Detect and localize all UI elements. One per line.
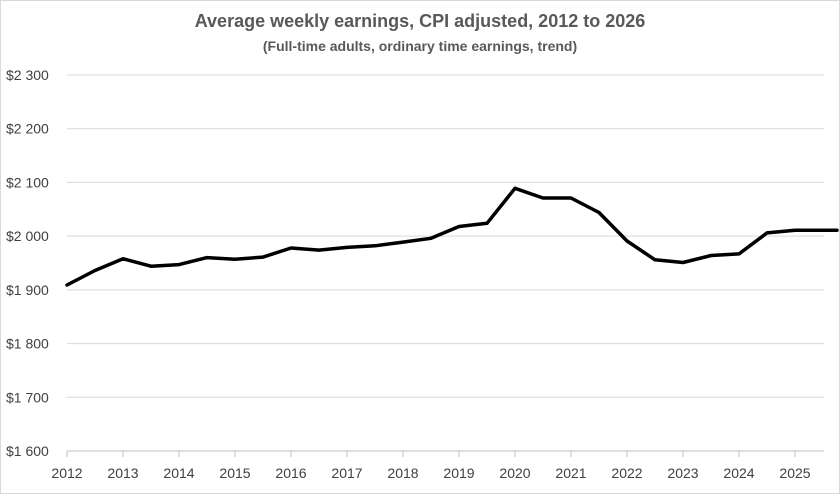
x-tick-label: 2023 (667, 465, 698, 481)
x-axis: 2012 2013 2014 2015 2016 2017 2018 2019 2020 2021… (51, 451, 811, 481)
data-point (653, 258, 657, 262)
data-point (625, 239, 629, 243)
x-tick-label: 2019 (443, 465, 474, 481)
data-point (513, 186, 517, 190)
data-point (401, 240, 405, 244)
data-point (233, 257, 237, 261)
data-point (793, 228, 797, 232)
x-tick-label: 2018 (387, 465, 418, 481)
x-tick-label: 2022 (611, 465, 642, 481)
data-point (709, 253, 713, 257)
x-tick-label: 2014 (163, 465, 194, 481)
y-tick-label: $2 300 (6, 67, 49, 83)
x-tick-label: 2013 (107, 465, 138, 481)
data-point (93, 269, 97, 273)
series-layer (65, 186, 839, 287)
x-tick-label: 2020 (499, 465, 530, 481)
x-tick-label: 2025 (779, 465, 810, 481)
data-point (205, 256, 209, 260)
y-tick-label: $1 700 (6, 389, 49, 405)
data-point (457, 224, 461, 228)
x-tick-label: 2021 (555, 465, 586, 481)
x-tick-label: 2012 (51, 465, 82, 481)
data-point (373, 244, 377, 248)
y-tick-label: $1 800 (6, 336, 49, 352)
y-tick-label: $2 200 (6, 121, 49, 137)
data-point (121, 257, 125, 261)
data-point (821, 228, 825, 232)
data-point (597, 211, 601, 215)
y-tick-label: $2 000 (6, 228, 49, 244)
x-tick-label: 2024 (723, 465, 754, 481)
data-point (765, 231, 769, 235)
y-tick-label: $2 100 (6, 174, 49, 190)
data-point (345, 245, 349, 249)
data-point (261, 255, 265, 259)
x-tick-label: 2016 (275, 465, 306, 481)
y-axis: $1 600 $1 700 $1 800 $1 900 $2 000 $2 100 $2 2… (6, 67, 49, 459)
x-tick-label: 2015 (219, 465, 250, 481)
data-point (149, 264, 153, 268)
gridlines (67, 74, 824, 452)
data-point (485, 221, 489, 225)
data-point (317, 248, 321, 252)
y-tick-label: $1 600 (6, 443, 49, 459)
data-point (737, 252, 741, 256)
data-point (177, 263, 181, 267)
data-point (681, 260, 685, 264)
data-point (541, 196, 545, 200)
data-point (65, 283, 69, 287)
data-point (835, 228, 839, 232)
data-point (569, 196, 573, 200)
chart-subtitle: (Full-time adults, ordinary time earning… (262, 38, 578, 54)
data-point (429, 236, 433, 240)
x-tick-label: 2017 (331, 465, 362, 481)
data-point (289, 246, 293, 250)
y-tick-label: $1 900 (6, 282, 49, 298)
chart-title: Average weekly earnings, CPI adjusted, 2… (194, 11, 646, 31)
series-line (65, 186, 839, 287)
